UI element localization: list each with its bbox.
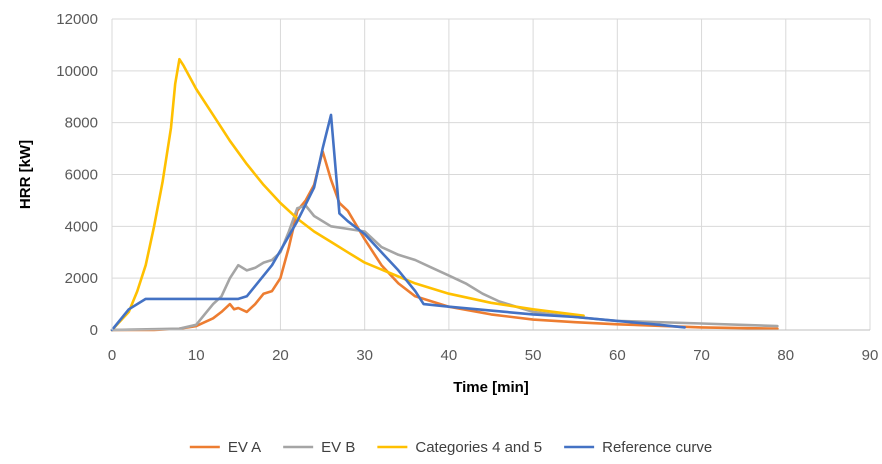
y-tick-label: 0 bbox=[90, 322, 98, 339]
y-tick-label: 4000 bbox=[65, 218, 98, 235]
legend-item: Categories 4 and 5 bbox=[377, 439, 542, 456]
legend: EV A EV B Categories 4 and 5 Reference curv… bbox=[189, 439, 712, 456]
x-tick-label: 0 bbox=[108, 347, 116, 364]
x-tick-label: 70 bbox=[693, 347, 710, 364]
x-tick-label: 20 bbox=[272, 347, 289, 364]
x-tick-label: 30 bbox=[356, 347, 373, 364]
series-lines bbox=[110, 57, 779, 332]
x-tick-label: 50 bbox=[525, 347, 542, 364]
legend-item: EV B bbox=[283, 439, 355, 456]
y-axis-title: HRR [kW] bbox=[17, 140, 34, 209]
series-line-ev-a bbox=[110, 149, 779, 332]
legend-label: Reference curve bbox=[602, 439, 712, 456]
x-tick-label: 10 bbox=[188, 347, 205, 364]
legend-item: EV A bbox=[189, 439, 261, 456]
y-tick-label: 2000 bbox=[65, 270, 98, 287]
x-tick-label: 40 bbox=[441, 347, 458, 364]
series-line-categories-4-and-5 bbox=[110, 57, 585, 332]
grid-lines bbox=[112, 18, 871, 330]
x-tick-label: 90 bbox=[862, 347, 879, 364]
legend-label: Categories 4 and 5 bbox=[415, 439, 542, 456]
series-line-reference-curve bbox=[110, 113, 686, 332]
y-tick-label: 10000 bbox=[56, 63, 98, 80]
legend-label: EV B bbox=[321, 439, 355, 456]
legend-item: Reference curve bbox=[564, 439, 712, 456]
axes: 0 2000 4000 6000 8000 10000 12000 0 10 20 30 40 50 60… bbox=[56, 11, 878, 364]
y-tick-label: 6000 bbox=[65, 167, 98, 184]
series-line-ev-b bbox=[110, 204, 779, 332]
y-tick-label: 8000 bbox=[65, 115, 98, 132]
x-tick-label: 60 bbox=[609, 347, 626, 364]
x-axis-title: Time [min] bbox=[453, 379, 529, 396]
y-tick-label: 12000 bbox=[56, 11, 98, 28]
legend-label: EV A bbox=[228, 439, 261, 456]
x-tick-label: 80 bbox=[777, 347, 794, 364]
